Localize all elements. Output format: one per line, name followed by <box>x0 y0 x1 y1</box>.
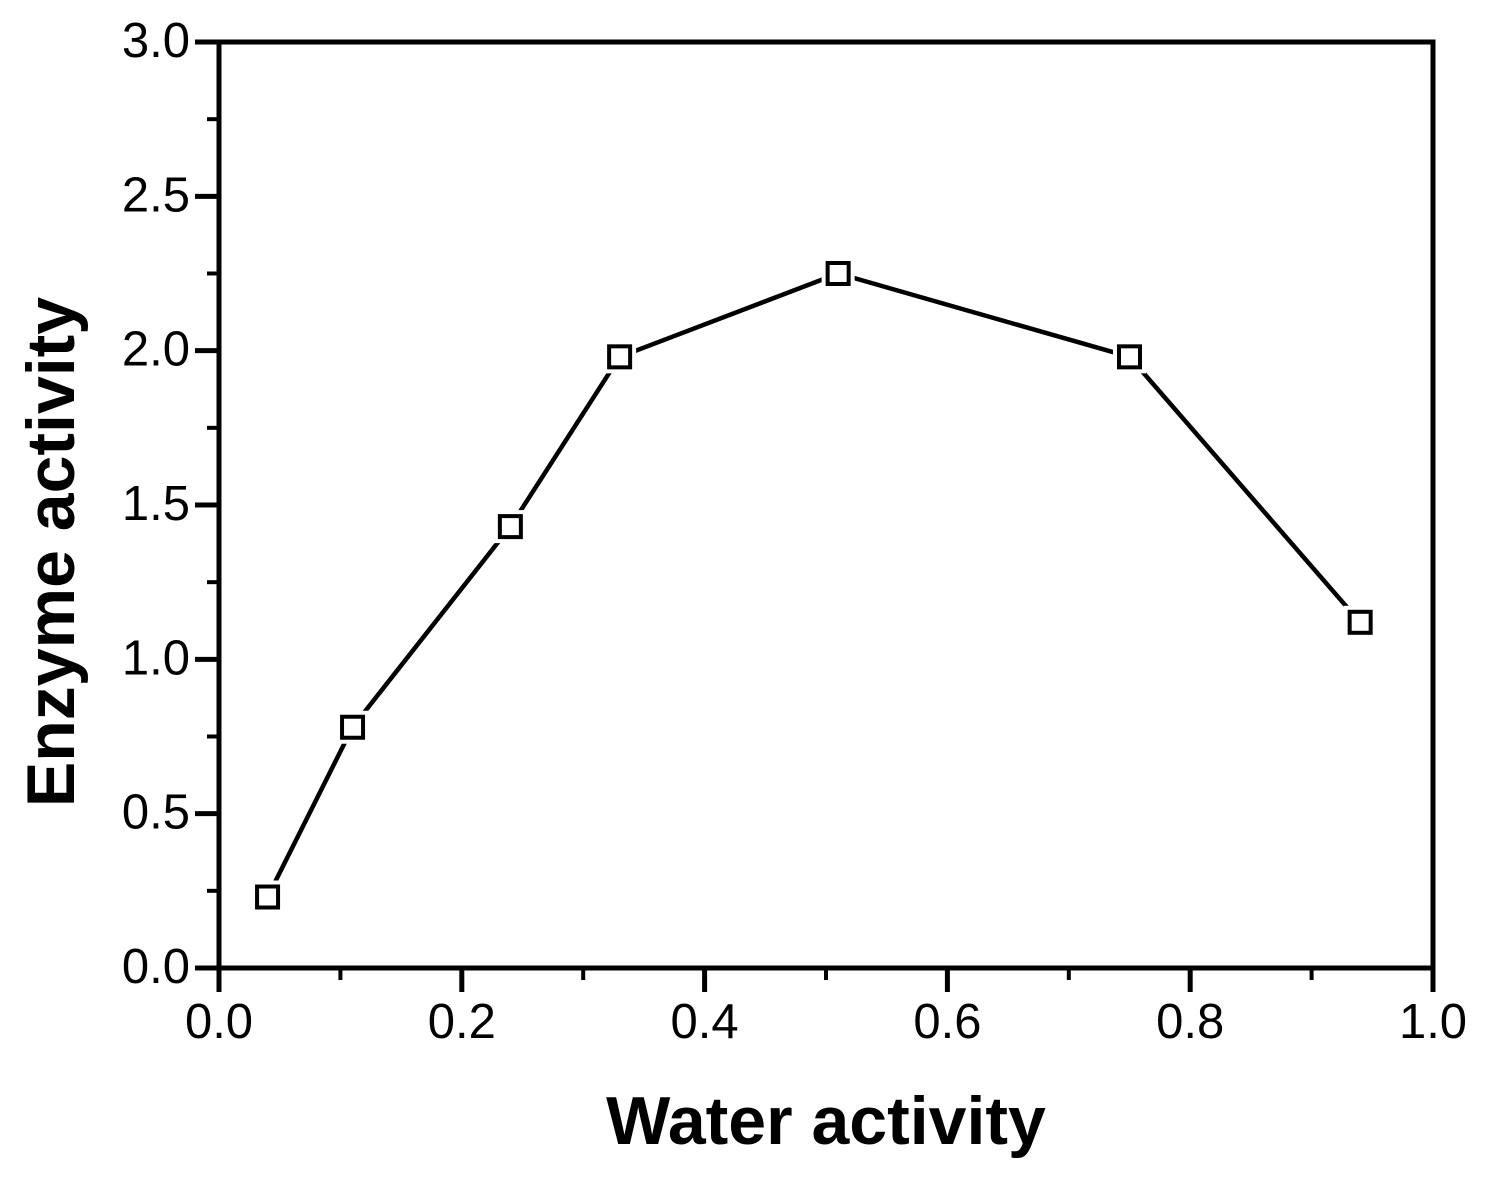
y-tick-label: 0.5 <box>122 786 190 840</box>
data-point-marker <box>607 344 633 370</box>
data-point-marker <box>340 714 366 740</box>
y-tick-label: 2.0 <box>122 323 190 377</box>
x-tick-label: 0.0 <box>185 995 253 1049</box>
data-point-marker <box>255 884 281 910</box>
data-point-marker <box>825 261 851 286</box>
y-tick-label: 0.0 <box>122 940 190 994</box>
tick-labels: 0.0 0.2 0.4 0.6 0.8 1.0 0.0 0.5 1.0 1.5 2.0 2.5 3.0 <box>122 14 1467 1049</box>
data-series <box>251 257 1377 914</box>
y-tick-label: 2.5 <box>122 168 190 222</box>
plot-box <box>216 39 1436 971</box>
data-point-marker <box>1117 344 1142 370</box>
x-tick-label: 0.2 <box>428 995 496 1049</box>
y-tick-label: 1.0 <box>122 631 190 685</box>
axis-ticks <box>195 39 1436 992</box>
plot-border <box>216 39 1436 971</box>
x-tick-label: 0.8 <box>1156 995 1224 1049</box>
x-tick-label: 1.0 <box>1399 995 1467 1049</box>
x-tick-label: 0.4 <box>671 995 739 1049</box>
y-axis-title: Enzyme activity <box>13 297 89 807</box>
y-tick-label: 3.0 <box>122 14 190 68</box>
data-point-marker <box>1347 609 1373 635</box>
x-axis-title: Water activity <box>606 1083 1046 1159</box>
data-point-marker <box>497 514 523 540</box>
y-tick-label: 1.5 <box>122 477 190 531</box>
x-tick-label: 0.6 <box>913 995 981 1049</box>
data-line <box>265 271 1362 899</box>
